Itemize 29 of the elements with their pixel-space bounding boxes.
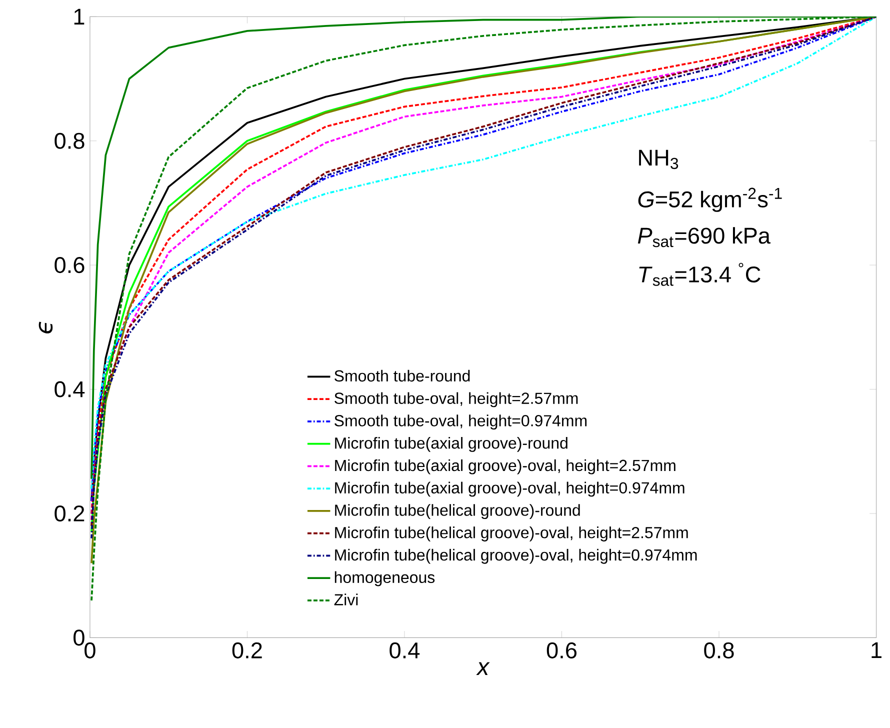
annotation: NH$_{3}$ [639, 150, 678, 170]
legend-label: Microfin tube(axial groove)-oval, height=0.974mm [335, 482, 684, 497]
x-tick-label: 0.8 [704, 642, 734, 659]
legend-label: Smooth tube-oval, height=2.57mm [334, 392, 578, 408]
y-tick-label: 0 [74, 630, 84, 646]
legend-label: Microfin tube(axial groove)-round [335, 437, 568, 452]
y-axis-title: ϵ [38, 322, 53, 334]
x-axis-title: x [476, 662, 490, 676]
x-tick-label: 0 [84, 642, 96, 659]
x-tick-label: 0.6 [546, 642, 576, 659]
legend-label: Smooth tube-oval, height=0.974mm [334, 414, 587, 430]
legend-label: Microfin tube(axial groove)-oval, height=2.57mm [335, 460, 676, 474]
y-tick-label: 0.6 [54, 257, 84, 274]
x-tick-label: 0.4 [390, 642, 420, 659]
x-tick-label: 1 [872, 642, 882, 658]
annotation: P$_{sat}$=690 kPa [638, 227, 770, 248]
legend-label: Microfin tube(helical groove)-oval, height=2.57mm [335, 526, 688, 542]
legend-label: Zivi [334, 594, 358, 606]
annotation: G=52 kgm$^{-2}$s$^{-1}$ [638, 188, 782, 212]
annotation: T$_{sat}$=13.4 $^{°}$C [639, 263, 760, 286]
y-tick-label: 0.2 [54, 506, 84, 522]
legend-label: Microfin tube(helical groove)-oval, height=0.974mm [335, 549, 697, 564]
legend-label: Microfin tube(helical groove)-round [335, 504, 580, 520]
legend-label: homogeneous [334, 571, 435, 586]
legend-label: Smooth tube-round [334, 370, 470, 382]
y-tick-label: 1 [74, 9, 84, 25]
x-tick-label: 0.2 [232, 642, 262, 659]
y-tick-label: 0.4 [54, 381, 85, 398]
y-tick-label: 0.8 [54, 133, 84, 150]
